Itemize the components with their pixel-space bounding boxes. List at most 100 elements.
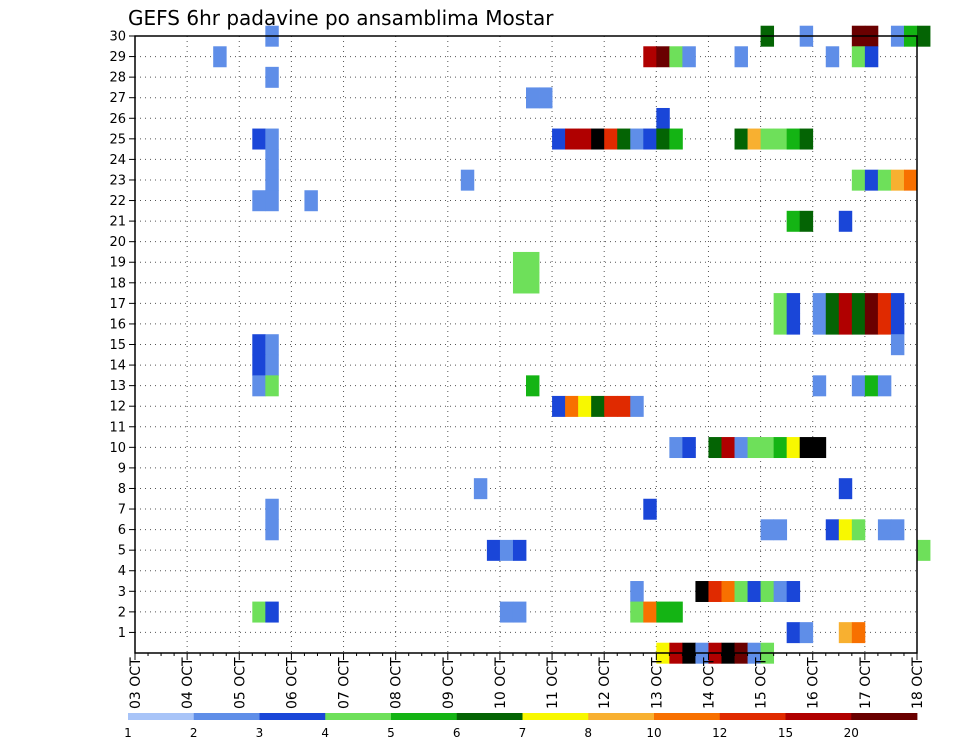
y-tick-label: 30 <box>109 30 126 45</box>
data-cell <box>773 293 788 315</box>
data-cell <box>864 169 879 191</box>
y-tick-label: 15 <box>109 338 126 353</box>
data-cell <box>460 169 475 191</box>
data-cell <box>917 25 931 47</box>
x-tick-label: 18 OCT <box>910 657 926 709</box>
data-cell <box>617 128 631 150</box>
data-cell <box>799 437 814 459</box>
data-cell <box>708 581 722 602</box>
y-tick-label: 3 <box>118 585 126 600</box>
data-cell <box>643 128 657 150</box>
colorbar-label: 5 <box>387 726 395 740</box>
data-cell <box>265 149 279 171</box>
data-cell <box>851 293 866 315</box>
data-cell <box>669 128 683 150</box>
y-tick-label: 23 <box>109 173 126 188</box>
data-cell <box>786 313 801 335</box>
data-cell <box>786 128 801 150</box>
y-tick-label: 12 <box>109 400 126 415</box>
data-cell <box>825 46 840 68</box>
data-cell <box>734 128 748 150</box>
data-cell <box>213 46 227 68</box>
colorbar-label: 4 <box>321 726 329 740</box>
data-cell <box>669 601 683 623</box>
data-cell <box>265 128 279 150</box>
y-tick-label: 14 <box>109 359 126 374</box>
data-cell <box>864 313 879 335</box>
data-cell <box>812 313 827 335</box>
data-cell <box>539 87 553 109</box>
x-tick-label: 05 OCT <box>232 657 248 709</box>
data-cell <box>265 519 279 541</box>
y-tick-label: 4 <box>118 564 126 579</box>
data-cell <box>851 46 866 68</box>
data-cell <box>630 128 644 150</box>
y-tick-label: 1 <box>118 626 126 641</box>
data-cell <box>917 539 931 561</box>
data-cell <box>799 210 814 232</box>
x-tick-label: 12 OCT <box>597 657 613 709</box>
data-cell <box>799 622 814 644</box>
y-tick-label: 27 <box>109 91 126 106</box>
data-cell <box>838 622 853 644</box>
y-tick-label: 22 <box>109 194 126 209</box>
data-cell <box>734 437 748 459</box>
data-cell <box>760 437 775 459</box>
y-tick-label: 13 <box>109 379 126 394</box>
y-tick-label: 11 <box>109 420 126 435</box>
data-cell <box>838 293 853 315</box>
data-cell <box>851 169 866 191</box>
x-tick-label: 14 OCT <box>701 657 717 709</box>
data-cell <box>552 395 566 417</box>
colorbar-segment <box>456 713 523 720</box>
data-cell <box>252 601 266 623</box>
chart-title: GEFS 6hr padavine po ansamblima Mostar <box>128 6 554 30</box>
data-cell <box>760 519 775 541</box>
colorbar-segment <box>588 713 655 720</box>
data-cell <box>786 437 801 459</box>
colorbar-label: 12 <box>712 726 727 740</box>
data-cell <box>265 66 279 88</box>
data-cell <box>630 395 644 417</box>
data-cell <box>695 581 709 602</box>
data-cell <box>578 128 592 150</box>
data-cell <box>682 437 696 459</box>
data-cell <box>734 581 748 602</box>
data-cell <box>799 128 814 150</box>
data-cell <box>864 46 879 68</box>
x-tick-label: 07 OCT <box>337 657 353 709</box>
data-cell <box>682 46 696 68</box>
data-cell <box>877 313 892 335</box>
data-cell <box>708 437 722 459</box>
data-cell <box>486 539 501 561</box>
data-cell <box>851 375 866 397</box>
data-cell <box>786 622 801 644</box>
data-cell <box>825 293 840 315</box>
x-tick-label: 16 OCT <box>806 657 822 709</box>
data-cell <box>773 128 788 150</box>
x-tick-label: 15 OCT <box>754 657 770 709</box>
data-cell <box>877 375 892 397</box>
data-cell <box>265 375 279 397</box>
data-cell <box>812 375 827 397</box>
colorbar-label: 3 <box>256 726 264 740</box>
data-cell <box>890 519 905 541</box>
data-cell <box>851 313 866 335</box>
colorbar-label: 20 <box>844 726 859 740</box>
y-tick-label: 19 <box>109 256 126 271</box>
data-cell <box>747 437 761 459</box>
y-tick-label: 6 <box>118 523 126 538</box>
y-tick-label: 26 <box>109 112 126 127</box>
y-tick-label: 9 <box>118 461 126 476</box>
x-tick-label: 17 OCT <box>858 657 874 709</box>
y-tick-label: 5 <box>118 544 126 559</box>
data-cell <box>578 395 592 417</box>
data-cell <box>903 169 918 191</box>
data-cell <box>786 210 801 232</box>
data-cell <box>643 601 657 623</box>
data-cell <box>512 251 527 273</box>
data-cell <box>825 313 840 335</box>
colorbar-label: 2 <box>190 726 198 740</box>
data-cell <box>812 437 827 459</box>
data-cell <box>499 601 514 623</box>
